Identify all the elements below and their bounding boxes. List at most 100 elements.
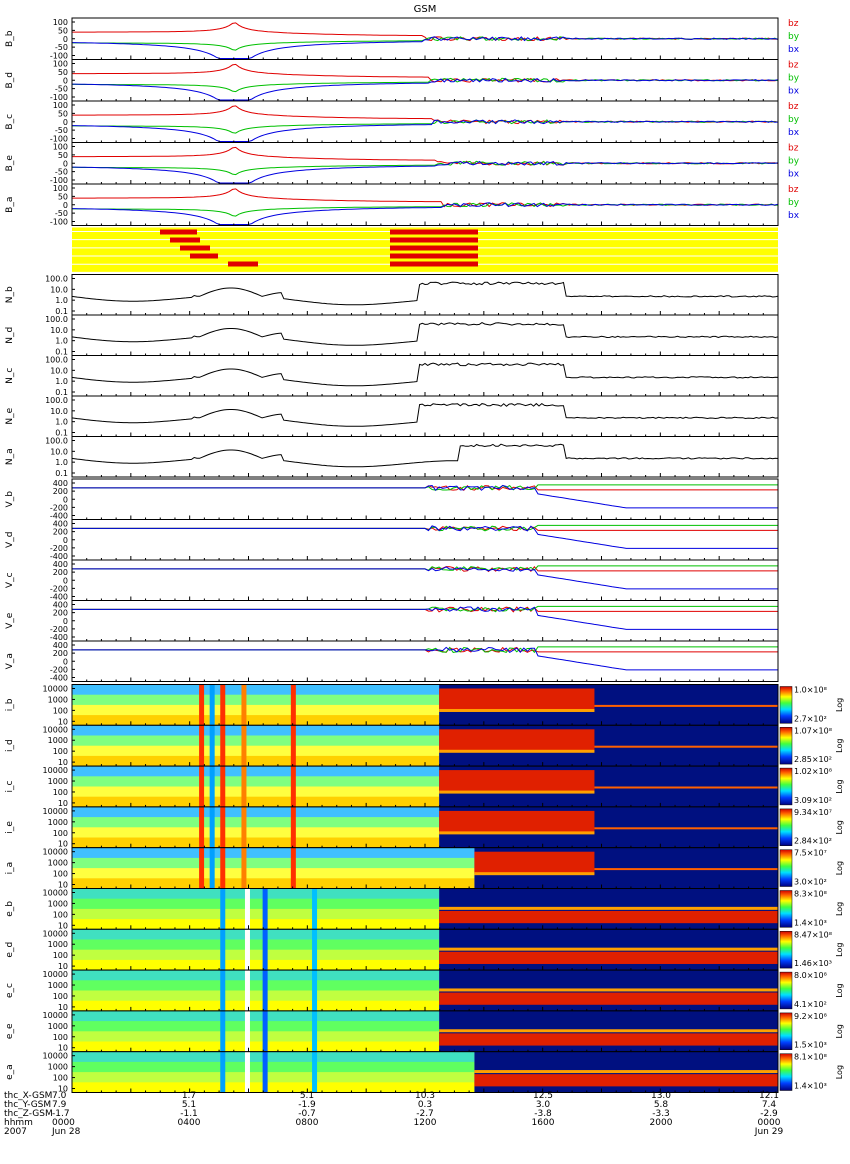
b-trace-bz	[72, 146, 779, 166]
n-tick-label: 1.0	[55, 418, 68, 427]
spec-band-edge	[439, 988, 778, 992]
spec-stripe	[220, 684, 226, 726]
spectrogram-tick-label: 100	[53, 951, 68, 960]
spectrogram-tick-label: 1000	[48, 1022, 68, 1031]
x-axis-first-value: 0000	[52, 1118, 75, 1128]
b-tick-label: -50	[55, 209, 68, 218]
b-legend-bz: bz	[788, 185, 799, 195]
b-panel-ylabel: B_e	[5, 155, 15, 172]
x-axis-tick-x: 1.7	[182, 1091, 196, 1101]
b-tick-label: 100	[53, 101, 68, 110]
spec-stripe	[312, 929, 318, 971]
b-trace-bx	[72, 77, 779, 101]
x-axis-tick-y: -1.9	[298, 1100, 316, 1110]
v-tick-label: -400	[50, 674, 68, 683]
x-axis-tick-y: 3.0	[536, 1100, 551, 1110]
spec-hot-band	[439, 910, 778, 924]
spec-stripe	[209, 684, 215, 726]
v-tick-label: 0	[63, 617, 68, 626]
colorbar	[779, 1012, 793, 1050]
spec-stripe	[262, 1010, 268, 1052]
spec-region	[72, 959, 440, 971]
spec-band-edge	[474, 872, 595, 876]
spec-stripe	[312, 1051, 318, 1093]
colorbar	[779, 1053, 793, 1091]
spec-stripe	[220, 847, 226, 889]
mode-block	[190, 253, 218, 259]
b-tick-label: 100	[53, 184, 68, 193]
colorbar-max-label: 9.2×10⁸	[794, 1012, 827, 1021]
x-axis-tick-z: -3.8	[534, 1109, 552, 1119]
spec-stripe	[244, 1051, 250, 1093]
colorbar-scale-label: Log	[835, 698, 844, 712]
colorbar-scale-label: Log	[835, 779, 844, 793]
spectrogram-tick-label: 10	[58, 717, 68, 726]
spec-stripe	[220, 929, 226, 971]
density-trace	[71, 362, 779, 387]
spectrogram-tick-label: 100	[53, 1033, 68, 1042]
spec-stripe	[262, 1051, 268, 1093]
x-axis-first-value: 7.9	[52, 1100, 67, 1110]
spectrogram-ylabel: i_e	[5, 821, 15, 834]
spec-band-edge	[594, 745, 778, 748]
b-legend-bz: bz	[788, 144, 799, 154]
velocity-trace	[72, 646, 778, 671]
spec-stripe	[244, 970, 250, 1011]
b-tick-label: -50	[55, 43, 68, 52]
v-tick-label: -400	[50, 512, 68, 521]
n-tick-label: 0.1	[55, 469, 68, 478]
spectrogram-tick-label: 10000	[43, 725, 68, 734]
v-tick-label: 400	[53, 641, 68, 650]
spec-region	[72, 1041, 440, 1053]
v-panel-ylabel: V_d	[5, 532, 15, 548]
spec-region	[72, 827, 440, 838]
b-tick-label: 50	[58, 109, 68, 118]
spectrogram-tick-label: 100	[53, 1074, 68, 1083]
b-tick-label: 100	[53, 18, 68, 27]
b-legend-by: by	[788, 74, 800, 84]
spec-region	[72, 684, 440, 696]
spec-stripe	[199, 847, 205, 889]
spectrogram-tick-label: 1000	[48, 859, 68, 868]
spec-region	[72, 857, 475, 869]
b-legend-bx: bx	[788, 211, 800, 221]
spectrogram-tick-label: 10000	[43, 929, 68, 938]
mode-block	[390, 237, 478, 243]
n-tick-label: 10.0	[50, 447, 68, 456]
spec-band-edge	[594, 827, 778, 830]
spec-stripe	[241, 806, 247, 848]
spec-region	[72, 694, 440, 706]
b-panel-ylabel: B_b	[5, 30, 15, 47]
n-tick-label: 10.0	[50, 366, 68, 375]
x-axis-tick-z: -2.9	[760, 1109, 778, 1119]
b-trace-by	[72, 202, 779, 217]
spec-region	[72, 980, 440, 991]
b-tick-label: 0	[63, 118, 68, 127]
v-panel-ylabel: V_c	[5, 572, 15, 588]
spec-region	[72, 898, 440, 910]
n-tick-label: 1.0	[55, 377, 68, 386]
spec-stripe	[290, 847, 296, 889]
spec-band-edge	[594, 786, 778, 789]
spec-region	[72, 868, 475, 879]
n-tick-label: 100.0	[45, 275, 68, 284]
mode-block	[390, 245, 478, 251]
x-axis-tick-x: 12.1	[759, 1091, 779, 1101]
spec-region	[72, 1082, 475, 1093]
spec-stripe	[199, 806, 205, 848]
b-panel-ylabel: B_d	[5, 72, 15, 88]
n-tick-label: 100.0	[45, 315, 68, 324]
spectrogram-tick-label: 10000	[43, 970, 68, 979]
spec-stripe	[241, 847, 247, 889]
spec-stripe	[199, 684, 205, 726]
spec-stripe	[244, 888, 250, 930]
b-trace-bx	[72, 160, 779, 184]
spec-region	[72, 766, 440, 777]
spectrogram-ylabel: i_d	[5, 739, 15, 752]
spectrogram-tick-label: 100	[53, 829, 68, 838]
mode-block	[390, 229, 478, 235]
spec-stripe	[209, 725, 215, 767]
n-panel-ylabel: N_e	[5, 407, 15, 424]
